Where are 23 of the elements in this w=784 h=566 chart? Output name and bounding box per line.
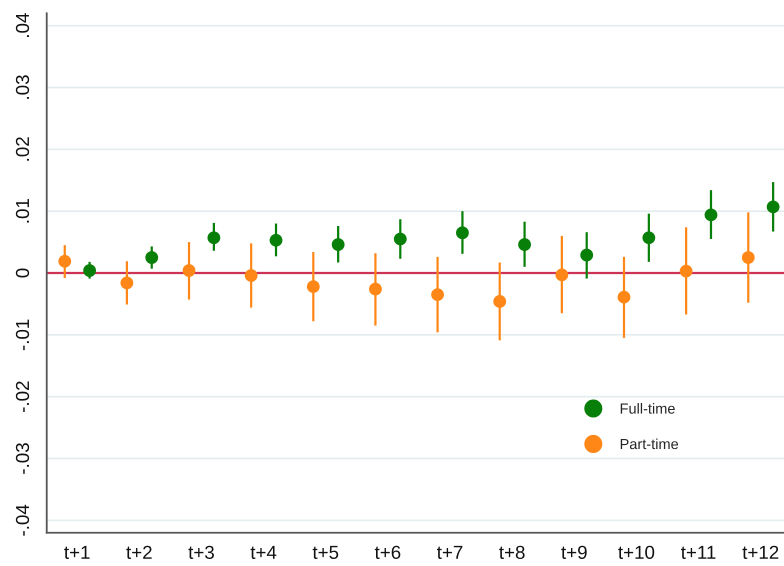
x-tick-label: t+5	[312, 546, 338, 559]
y-tick-label: -.02	[16, 381, 30, 412]
legend-label: Part-time	[620, 438, 678, 450]
x-tick-label: t+3	[188, 546, 214, 559]
y-tick-label: .02	[16, 137, 30, 161]
y-tick-label: .01	[16, 199, 30, 222]
x-tick-label: t+9	[561, 546, 587, 559]
x-tick-label: t+4	[250, 546, 276, 559]
y-tick-label: -.04	[16, 504, 30, 536]
x-tick-label: t+2	[126, 546, 152, 559]
y-tick-label: -.03	[16, 443, 30, 474]
y-tick-label: -.01	[16, 320, 30, 350]
x-tick-label: t+6	[374, 546, 400, 559]
x-tick-label: t+7	[436, 546, 462, 559]
x-tick-label: t+12	[742, 546, 778, 559]
x-tick-label: t+10	[618, 546, 654, 559]
x-tick-label: t+8	[499, 546, 525, 559]
y-tick-label: 0	[16, 268, 30, 278]
y-tick-label: .04	[16, 13, 30, 37]
x-tick-label: t+1	[64, 546, 90, 559]
x-tick-label: t+11	[681, 546, 716, 559]
y-tick-label: .03	[16, 75, 30, 99]
legend-label: Full-time	[620, 403, 675, 414]
